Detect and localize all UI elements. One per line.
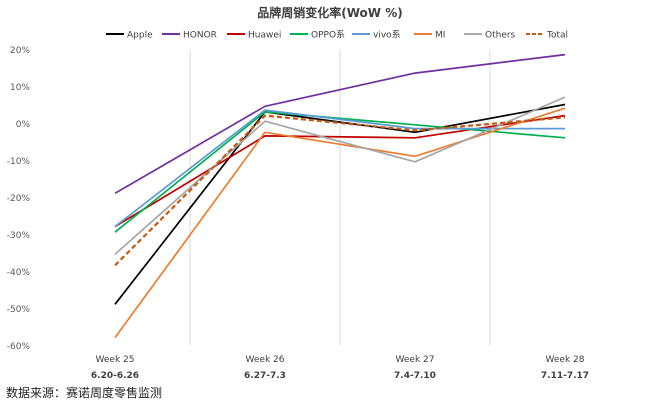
- series-lines: [114, 53, 566, 339]
- y-tick-label: -20%: [7, 194, 31, 204]
- series-line-5: [114, 107, 566, 339]
- y-tick-label: -60%: [7, 342, 31, 352]
- y-tick-label: 10%: [10, 83, 30, 93]
- x-tick-sublabel: 6.27-7.3: [244, 371, 286, 381]
- series-line-6: [114, 96, 566, 255]
- legend-label: vivo系: [373, 30, 401, 41]
- legend-label: Apple: [127, 31, 153, 41]
- x-tick-sublabel: 7.11-7.17: [541, 371, 589, 381]
- y-tick-label: -40%: [7, 268, 31, 278]
- x-axis: Week 25 6.20-6.26 Week 26 6.27-7.3 Week 27 7.…: [91, 355, 589, 381]
- legend-label: MI: [435, 31, 445, 41]
- x-tick-label: Week 27: [396, 355, 435, 365]
- x-tick-label: Week 26: [246, 355, 285, 365]
- series-line-7: [114, 114, 566, 267]
- y-tick-label: -50%: [7, 305, 31, 315]
- x-tick-label: Week 28: [546, 355, 585, 365]
- y-tick-label: 0%: [16, 120, 31, 130]
- y-tick-label: -30%: [7, 231, 31, 241]
- grid: [189, 49, 491, 345]
- legend-label: HONOR: [183, 31, 217, 41]
- x-tick-label: Week 25: [96, 355, 135, 365]
- source-note: 数据来源：赛诺周度零售监测: [6, 386, 163, 400]
- series-line-3: [114, 111, 566, 233]
- x-tick-sublabel: 6.20-6.26: [91, 371, 139, 381]
- series-line-2: [114, 114, 566, 228]
- legend-label: Total: [546, 31, 568, 41]
- y-axis: -60% -50% -40% -30% -20% -10% 0% 10% 20%: [7, 46, 31, 352]
- y-tick-label: -10%: [7, 157, 31, 167]
- x-tick-sublabel: 7.4-7.10: [394, 371, 436, 381]
- y-tick-label: 20%: [10, 46, 30, 56]
- legend-label: OPPO系: [311, 30, 345, 41]
- legend-label: Huawei: [248, 31, 281, 41]
- legend-label: Others: [485, 31, 516, 41]
- legend: Apple HONOR Huawei OPPO系 vivo系 MI Others Total: [106, 30, 568, 41]
- chart-title: 品牌周销变化率(WoW %): [257, 5, 402, 20]
- series-line-1: [114, 53, 566, 195]
- series-line-0: [114, 103, 566, 305]
